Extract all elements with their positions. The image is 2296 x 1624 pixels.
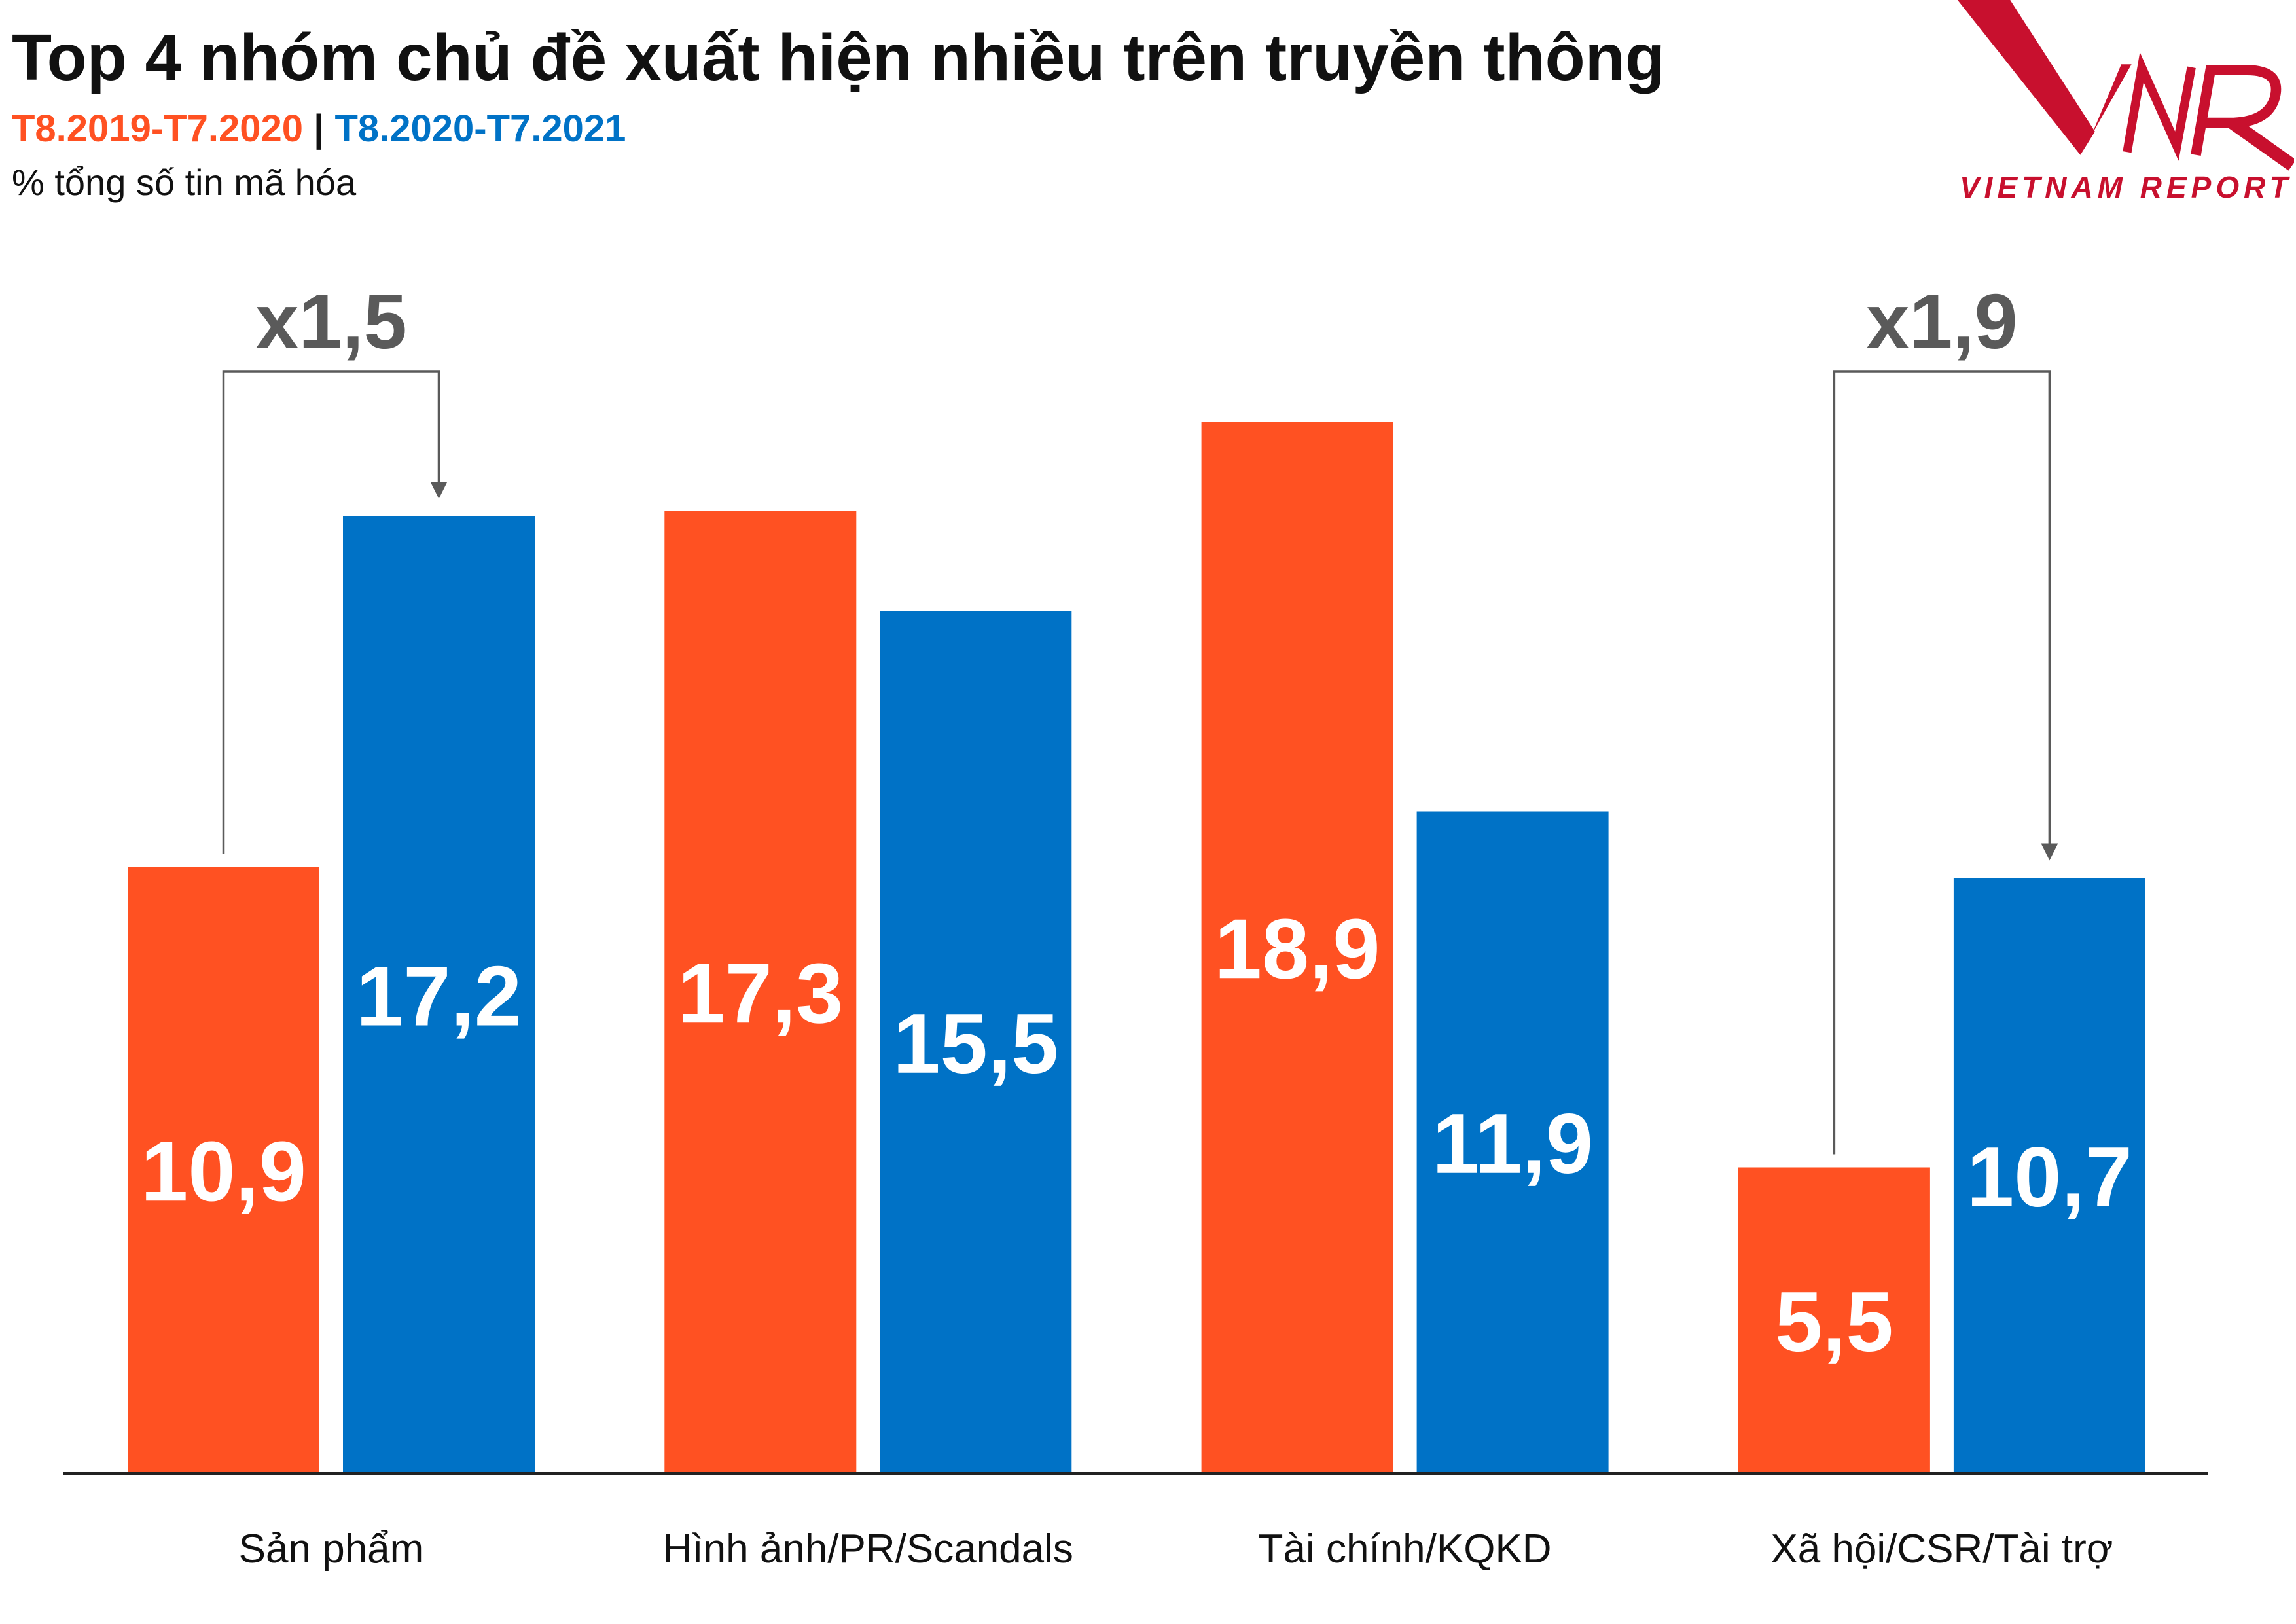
category-label-hinh-anh-pr-scandals: Hình ảnh/PR/Scandals	[663, 1526, 1073, 1572]
annotation-bracket-san-pham	[222, 370, 440, 854]
legend-separator: |	[314, 107, 325, 150]
data-label-t8-2020-t7-2021-tai-chinh-kqkd: 11,9	[1432, 1096, 1593, 1191]
logo-tagline: VIETNAM REPORT	[1960, 170, 2293, 204]
legend-item-t8-2020-t7-2021: T8.2020-T7.2021	[334, 107, 626, 150]
legend-item-t8-2019-t7-2020: T8.2019-T7.2020	[12, 107, 303, 150]
logo-letter-r-leg	[2228, 117, 2294, 171]
data-label-t8-2020-t7-2021-xa-hoi-csr-tai-tro: 10,7	[1967, 1129, 2132, 1225]
category-label-tai-chinh-kqkd: Tài chính/KQKD	[1259, 1526, 1552, 1572]
data-label-t8-2019-t7-2020-hinh-anh-pr-scandals: 17,3	[677, 945, 843, 1041]
bar-t8-2020-t7-2021-san-pham	[343, 516, 535, 1473]
growth-annotations-group: x1,5 x1,9	[222, 278, 2058, 1155]
logo-letter-v-thick-stroke	[1957, 0, 2095, 155]
data-labels-group: 10,9 17,2 17,3 15,5 18,9 11,9 5,5 10,7	[141, 901, 2132, 1369]
annotation-label-xa-hoi-csr-tai-tro: x1,9	[1866, 278, 2018, 365]
data-label-t8-2019-t7-2020-xa-hoi-csr-tai-tro: 5,5	[1775, 1274, 1893, 1369]
bar-t8-2019-t7-2020-tai-chinh-kqkd	[1201, 422, 1393, 1473]
data-label-t8-2019-t7-2020-san-pham: 10,9	[141, 1123, 306, 1219]
data-label-t8-2020-t7-2021-hinh-anh-pr-scandals: 15,5	[893, 996, 1058, 1091]
chart-title: Top 4 nhóm chủ đề xuất hiện nhiều trên t…	[12, 21, 1665, 94]
bar-t8-2020-t7-2021-tai-chinh-kqkd	[1416, 811, 1609, 1473]
bars-group	[128, 422, 2145, 1473]
vnr-logo	[1957, 0, 2294, 171]
logo-letter-n	[2123, 52, 2196, 161]
y-axis-unit-label: % tổng số tin mã hóa	[12, 162, 357, 203]
category-label-san-pham: Sản phẩm	[239, 1526, 424, 1572]
bar-t8-2019-t7-2020-hinh-anh-pr-scandals	[664, 511, 857, 1473]
annotation-label-san-pham: x1,5	[255, 278, 407, 365]
bar-t8-2020-t7-2021-xa-hoi-csr-tai-tro	[1953, 878, 2145, 1473]
data-label-t8-2020-t7-2021-san-pham: 17,2	[356, 948, 522, 1044]
bar-t8-2020-t7-2021-hinh-anh-pr-scandals	[880, 611, 1072, 1473]
logo-letter-v-thin-stroke	[2080, 64, 2132, 155]
annotation-bracket-xa-hoi-csr-tai-tro	[1833, 370, 2051, 1155]
bar-t8-2019-t7-2020-xa-hoi-csr-tai-tro	[1738, 1167, 1930, 1473]
category-labels-group: Sản phẩm Hình ảnh/PR/Scandals Tài chính/KQ…	[239, 1526, 2113, 1572]
category-label-xa-hoi-csr-tai-tro: Xã hội/CSR/Tài trợ	[1770, 1526, 2113, 1572]
bar-t8-2019-t7-2020-san-pham	[128, 867, 319, 1473]
data-label-t8-2019-t7-2020-tai-chinh-kqkd: 18,9	[1215, 901, 1380, 996]
annotation-arrowhead-xa-hoi-csr-tai-tro	[2041, 843, 2058, 861]
legend: T8.2019-T7.2020 | T8.2020-T7.2021	[12, 110, 626, 148]
annotation-arrowhead-san-pham	[430, 482, 448, 499]
logo-letter-r-bowl	[2191, 65, 2282, 156]
